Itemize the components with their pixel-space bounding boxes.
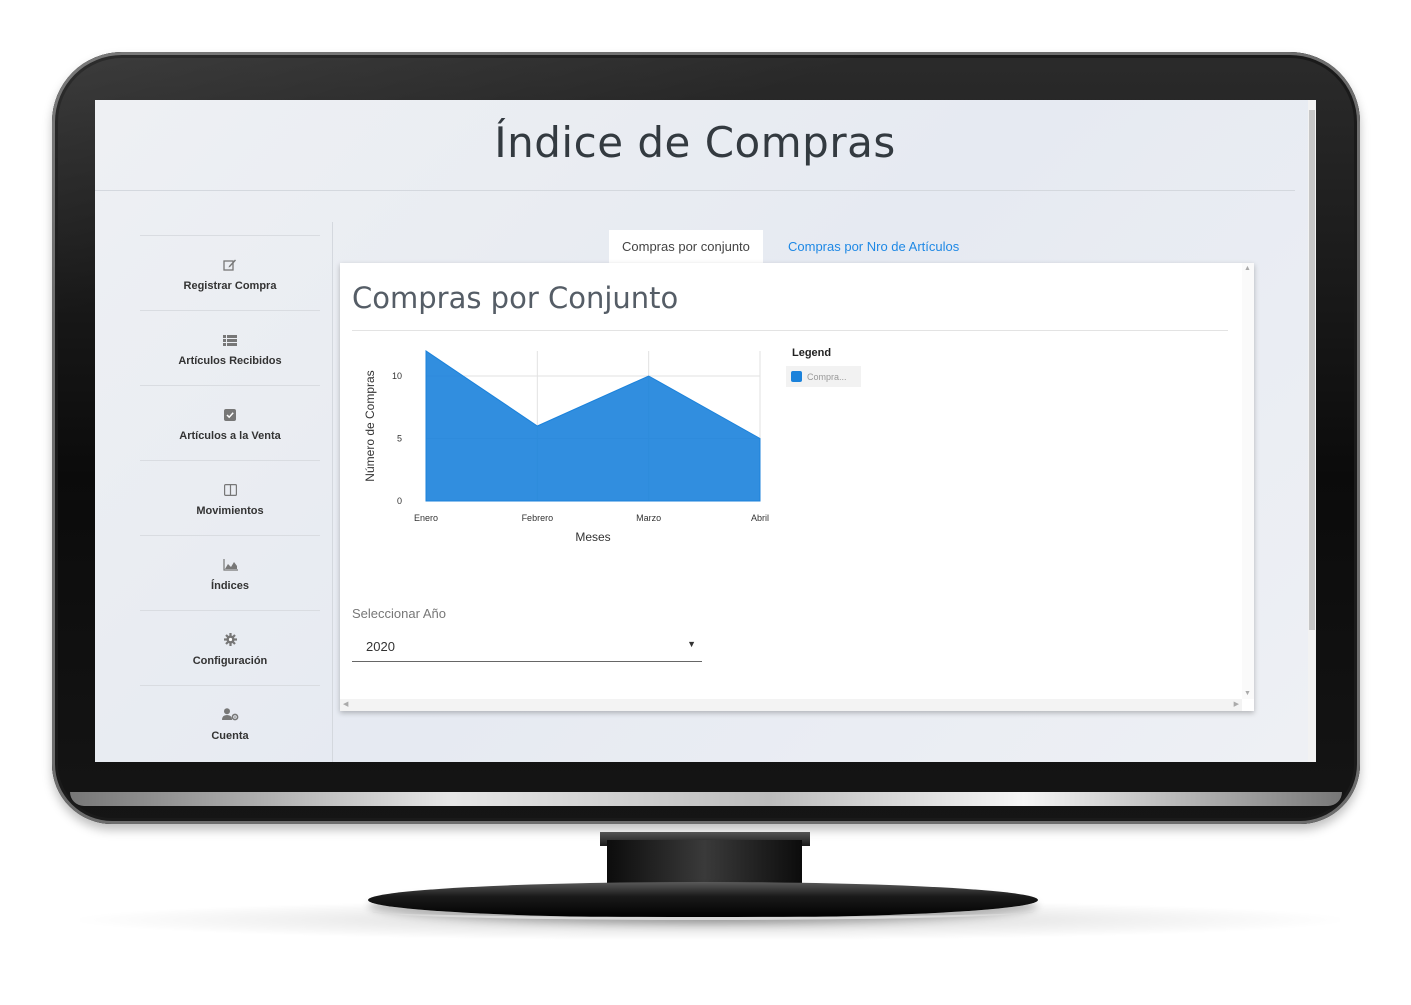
tab-compras-por-nro-articulos[interactable]: Compras por Nro de Artículos xyxy=(788,239,960,254)
sidebar-item-configuracion[interactable]: Configuración xyxy=(140,610,320,685)
sidebar-divider xyxy=(332,222,333,762)
chart-card: Compras por Conjunto 0 5 10 Enero Febrero Mar… xyxy=(340,263,1254,711)
list-icon xyxy=(223,333,237,351)
sidebar-item-articulos-venta[interactable]: Artículos a la Venta xyxy=(140,385,320,460)
area-chart-icon xyxy=(222,558,238,576)
sidebar-item-label: Registrar Compra xyxy=(183,280,277,292)
user-gear-icon xyxy=(221,708,239,726)
screen: Índice de Compras Registrar Compra Artíc… xyxy=(95,100,1316,762)
monitor-chin xyxy=(70,792,1342,806)
card-title: Compras por Conjunto xyxy=(352,281,679,315)
sidebar-item-movimientos[interactable]: Movimientos xyxy=(140,460,320,535)
sidebar-item-cuenta[interactable]: Cuenta xyxy=(140,685,320,760)
legend-swatch xyxy=(791,371,802,382)
scroll-left-arrow-icon[interactable]: ◀ xyxy=(343,701,349,708)
y-tick-label: 5 xyxy=(397,434,402,444)
sidebar: Registrar Compra Artículos Recibidos Art… xyxy=(140,235,320,762)
year-select-value: 2020 xyxy=(366,639,395,654)
columns-icon xyxy=(223,483,237,501)
y-tick-label: 10 xyxy=(392,371,402,381)
page-scrollbar-thumb[interactable] xyxy=(1309,110,1315,630)
page-title: Índice de Compras xyxy=(494,118,896,167)
page-header: Índice de Compras xyxy=(95,100,1295,191)
area-series xyxy=(425,350,761,502)
gear-icon xyxy=(223,633,237,651)
monitor-base-rim xyxy=(372,903,1034,920)
sidebar-item-label: Artículos a la Venta xyxy=(179,430,281,442)
card-horizontal-scrollbar[interactable]: ◀ ▶ xyxy=(340,699,1242,711)
sidebar-item-label: Movimientos xyxy=(196,505,264,517)
caret-down-icon: ▼ xyxy=(687,639,696,649)
card-vertical-scrollbar[interactable]: ▲ ▼ xyxy=(1242,263,1254,699)
tab-compras-por-conjunto[interactable]: Compras por conjunto xyxy=(609,230,763,263)
legend-item[interactable]: Compra... xyxy=(786,366,861,387)
scroll-up-arrow-icon[interactable]: ▲ xyxy=(1244,265,1251,272)
scroll-right-arrow-icon[interactable]: ▶ xyxy=(1233,701,1239,708)
sidebar-item-articulos-recibidos[interactable]: Artículos Recibidos xyxy=(140,310,320,385)
x-tick-label: Enero xyxy=(414,513,438,523)
sidebar-item-label: Cuenta xyxy=(211,730,249,742)
check-square-icon xyxy=(224,408,236,426)
y-axis-title: Número de Compras xyxy=(363,370,377,481)
x-axis-title: Meses xyxy=(575,530,610,544)
y-tick-label: 0 xyxy=(397,496,402,506)
sidebar-item-indices[interactable]: Índices xyxy=(140,535,320,610)
x-tick-label: Marzo xyxy=(636,513,661,523)
legend-title: Legend xyxy=(792,347,832,359)
year-select-label: Seleccionar Año xyxy=(352,606,446,621)
x-tick-label: Febrero xyxy=(522,513,554,523)
scroll-down-arrow-icon[interactable]: ▼ xyxy=(1244,690,1251,697)
edit-icon xyxy=(223,258,237,276)
sidebar-item-label: Índices xyxy=(211,580,249,592)
year-select[interactable]: 2020 ▼ xyxy=(352,633,702,662)
page-scrollbar[interactable] xyxy=(1308,100,1316,762)
x-tick-label: Abril xyxy=(751,513,769,523)
sidebar-item-registrar-compra[interactable]: Registrar Compra xyxy=(140,235,320,310)
legend-label: Compra... xyxy=(807,371,847,382)
sidebar-item-label: Configuración xyxy=(192,655,268,667)
area-chart: 0 5 10 Enero Febrero Marzo Abril Meses Número de… xyxy=(363,350,769,544)
sidebar-item-label: Artículos Recibidos xyxy=(178,355,282,367)
card-title-divider xyxy=(352,330,1228,331)
